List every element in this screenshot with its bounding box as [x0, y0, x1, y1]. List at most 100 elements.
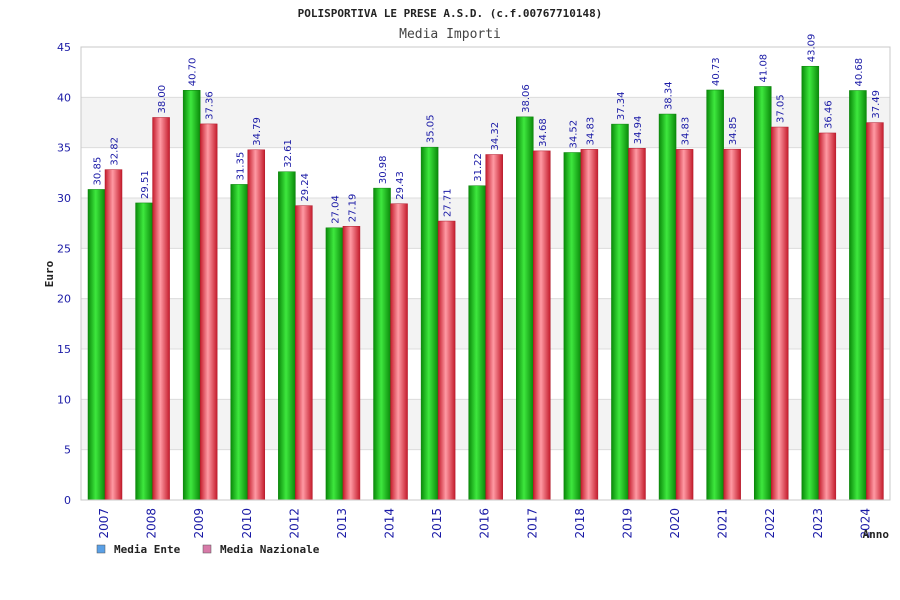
x-axis-label: Anno — [863, 528, 890, 541]
bar-media-ente-2009 — [182, 90, 201, 501]
bar-media-nazionale-2024 — [866, 122, 884, 501]
bar-media-ente-2016 — [468, 185, 486, 501]
value-label: 31.35 — [235, 152, 246, 181]
bar-media-ente-2014 — [373, 187, 391, 501]
bar-media-ente-2015 — [420, 146, 439, 501]
chart-subtitle: Media Importi — [399, 27, 501, 42]
value-label: 32.82 — [110, 137, 121, 166]
value-label: 30.85 — [93, 157, 104, 186]
bar-media-nazionale-2017 — [533, 150, 551, 501]
value-label: 37.36 — [205, 91, 216, 120]
x-tick-label: 2012 — [287, 508, 301, 539]
bar-media-ente-2008 — [135, 202, 153, 501]
value-label: 34.83 — [585, 117, 596, 146]
value-label: 29.43 — [395, 171, 406, 200]
bar-media-nazionale-2012 — [295, 205, 313, 501]
x-tick-label: 2016 — [478, 508, 492, 539]
bar-media-ente-2013 — [325, 227, 344, 501]
bar-media-nazionale-2015 — [437, 220, 456, 501]
value-label: 38.06 — [521, 84, 532, 113]
value-label: 37.34 — [616, 91, 627, 120]
value-label: 29.24 — [300, 173, 311, 202]
value-label: 38.00 — [157, 85, 168, 114]
legend-label-media-ente: Media Ente — [114, 543, 181, 556]
value-label: 43.09 — [806, 34, 817, 63]
bar-media-nazionale-2008 — [152, 117, 170, 501]
x-tick-label: 2023 — [811, 508, 825, 539]
value-label: 40.68 — [854, 58, 865, 87]
y-axis-label: Euro — [43, 260, 56, 287]
y-tick-label: 40 — [57, 91, 71, 104]
value-label: 34.68 — [538, 118, 549, 147]
y-tick-label: 15 — [57, 343, 71, 356]
bar-media-ente-2012 — [278, 171, 296, 501]
bar-media-nazionale-2022 — [770, 126, 789, 501]
value-label: 34.32 — [490, 122, 501, 151]
y-tick-label: 45 — [57, 41, 71, 54]
legend-swatch-media-ente — [96, 544, 106, 554]
bar-media-ente-2020 — [658, 113, 677, 501]
x-tick-label: 2007 — [97, 508, 111, 539]
chart-title: POLISPORTIVA LE PRESE A.S.D. (c.f.007677… — [298, 7, 603, 20]
y-tick-label: 10 — [57, 393, 71, 406]
value-label: 40.70 — [188, 58, 199, 87]
x-tick-label: 2019 — [620, 508, 634, 539]
plot-frame — [80, 46, 891, 501]
value-labels: 30.85 32.82 29.51 38.00 40.70 37.36 31.35 34.79… — [93, 34, 882, 224]
x-tick-label: 2009 — [192, 508, 206, 539]
y-tick-label: 30 — [57, 192, 71, 205]
bar-media-nazionale-2009 — [199, 123, 218, 501]
x-tick-label: 2018 — [573, 508, 587, 539]
x-tick-label: 2022 — [763, 508, 777, 539]
value-label: 34.94 — [633, 116, 644, 145]
value-label: 34.79 — [252, 117, 263, 146]
y-tick-label: 0 — [64, 494, 71, 507]
bar-media-nazionale-2020 — [675, 149, 694, 501]
value-label: 30.98 — [378, 155, 389, 184]
value-label: 31.22 — [473, 153, 484, 182]
bar-media-nazionale-2016 — [485, 154, 503, 501]
y-axis-ticks: 0 5 10 15 20 25 30 35 40 45 — [57, 41, 71, 507]
value-label: 40.73 — [711, 57, 722, 86]
x-tick-label: 2014 — [383, 508, 397, 539]
bar-media-ente-2007 — [87, 189, 106, 501]
y-tick-label: 20 — [57, 293, 71, 306]
legend: Media Ente Media Nazionale — [96, 543, 320, 556]
bar-media-ente-2022 — [753, 86, 772, 501]
bar-media-ente-2017 — [516, 116, 534, 501]
x-tick-label: 2008 — [145, 508, 159, 539]
bar-media-nazionale-2021 — [723, 148, 741, 501]
bar-media-ente-2021 — [706, 89, 724, 501]
x-tick-label: 2021 — [716, 508, 730, 539]
bar-media-ente-2023 — [801, 65, 820, 501]
value-label: 41.08 — [759, 54, 770, 83]
value-label: 38.34 — [664, 81, 675, 110]
value-label: 34.85 — [728, 117, 739, 146]
bar-media-nazionale-2014 — [390, 203, 408, 501]
x-tick-label: 2010 — [240, 508, 254, 539]
value-label: 34.52 — [568, 120, 579, 149]
bar-media-nazionale-2007 — [104, 169, 123, 501]
bar-media-nazionale-2019 — [628, 148, 646, 501]
value-label: 34.83 — [681, 117, 692, 146]
bar-media-ente-2018 — [563, 152, 582, 501]
x-tick-label: 2020 — [668, 508, 682, 539]
bar-media-nazionale-2023 — [818, 132, 837, 501]
value-label: 27.04 — [330, 195, 341, 224]
bar-media-nazionale-2013 — [342, 226, 361, 501]
value-label: 32.61 — [283, 139, 294, 168]
value-label: 37.49 — [871, 90, 882, 119]
y-tick-label: 5 — [64, 444, 71, 457]
value-label: 35.05 — [426, 115, 437, 144]
legend-label-media-nazionale: Media Nazionale — [220, 543, 320, 556]
bar-media-ente-2024 — [849, 90, 867, 501]
bar-media-nazionale-2018 — [580, 149, 599, 501]
legend-swatch-media-nazionale — [202, 544, 212, 554]
y-tick-label: 25 — [57, 242, 71, 255]
value-label: 37.05 — [776, 94, 787, 123]
x-axis-ticks: 2007 2008 2009 2010 2012 2013 2014 2015 2016 2017… — [97, 508, 872, 539]
bar-media-ente-2019 — [611, 123, 629, 501]
bar-media-nazionale-2010 — [247, 149, 266, 501]
x-tick-label: 2013 — [335, 508, 349, 539]
